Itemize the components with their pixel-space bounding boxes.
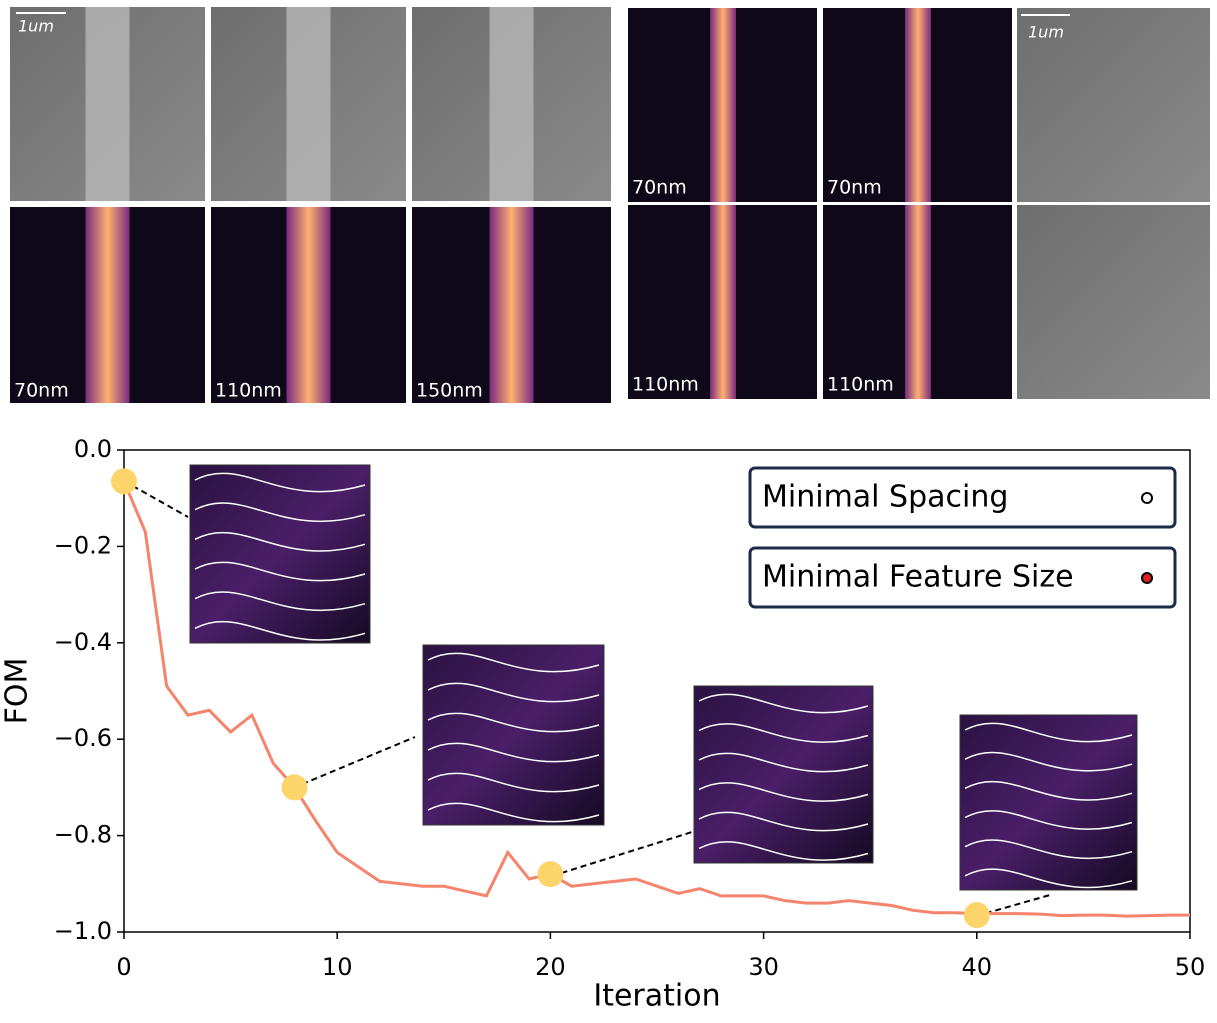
field-label: 110nm: [827, 374, 894, 396]
sem-image: [1017, 8, 1210, 202]
sem-waveguide: [489, 7, 534, 201]
legend-label: Minimal Spacing: [762, 480, 1008, 515]
sem-waveguide: [286, 7, 331, 201]
x-tick-label: 50: [1175, 953, 1206, 981]
legend-marker: [1141, 572, 1153, 584]
field-waveguide: [905, 8, 931, 202]
inset-image: [189, 464, 371, 644]
highlight-point: [537, 861, 564, 888]
inset-contours: [194, 472, 366, 641]
y-tick-label: −0.2: [54, 531, 112, 559]
y-axis-label: FOM: [0, 658, 35, 725]
field-waveguide: [85, 207, 130, 403]
field-waveguide: [905, 205, 931, 399]
field-waveguide: [710, 8, 736, 202]
scale-label: 1um: [18, 17, 54, 36]
inset-contours: [698, 693, 869, 861]
y-tick-label: 0.0: [74, 435, 112, 463]
insets: [189, 464, 1138, 891]
x-tick-label: 40: [962, 953, 993, 981]
y-tick-label: −0.4: [54, 628, 112, 656]
field-waveguide: [286, 207, 331, 403]
field-waveguide: [710, 205, 736, 399]
legend-label: Minimal Feature Size: [762, 560, 1074, 595]
x-tick-label: 0: [116, 953, 131, 981]
fom-line: [122, 480, 1190, 918]
y-tick-label: −1.0: [54, 917, 112, 945]
field-waveguide: [489, 207, 534, 403]
plot-frame: [123, 449, 1191, 933]
highlight-point: [963, 902, 990, 929]
field-label: 70nm: [827, 177, 882, 199]
scale-label: 1um: [1028, 23, 1064, 42]
legend-box: [748, 466, 1177, 529]
highlight-point: [281, 774, 308, 801]
x-axis-label: Iteration: [593, 979, 720, 1014]
inset-image: [422, 644, 605, 826]
field-label: 150nm: [416, 380, 483, 402]
x-tick-label: 10: [322, 953, 353, 981]
field-label: 110nm: [215, 380, 282, 402]
field-label: 70nm: [14, 380, 69, 402]
sem-waveguide: [85, 7, 130, 201]
highlight-point: [111, 468, 137, 495]
image-panels: 70nm 110nm 150nm 1um 70nm 70nm 110nm 110nm 1um: [10, 7, 1210, 403]
inset-image: [959, 714, 1138, 891]
y-tick-label: −0.8: [54, 821, 112, 849]
plot: 0.0 −0.2 −0.4 −0.6 −0.8 −1.00 10 20 30 40 50 Iterat…: [0, 435, 1205, 1014]
inset-image: [693, 685, 874, 864]
x-tick-label: 20: [535, 953, 566, 981]
legend-box: [748, 546, 1177, 609]
field-label: 110nm: [632, 374, 699, 396]
sem-image: [1017, 205, 1210, 399]
inset-contours: [964, 722, 1133, 889]
inset-contours: [427, 652, 600, 823]
field-label: 70nm: [632, 177, 687, 199]
legend-marker: [1141, 492, 1153, 504]
y-tick-label: −0.6: [54, 724, 112, 752]
x-tick-label: 30: [748, 953, 779, 981]
